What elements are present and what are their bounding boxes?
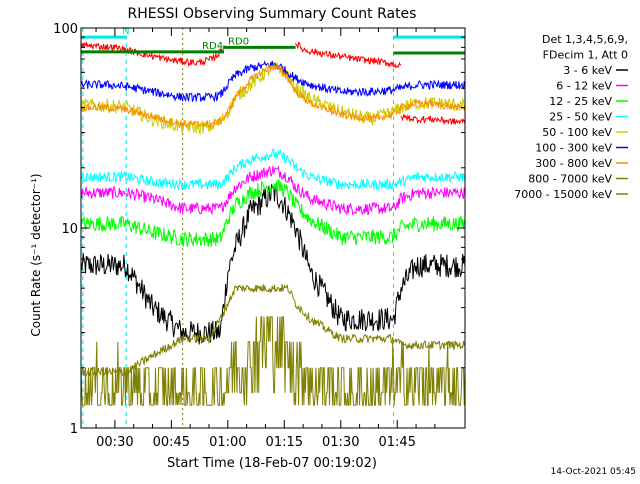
series-line-2 (80, 178, 466, 247)
y-tick-label-0: 1 (70, 422, 78, 437)
y-tick-label-2: 100 (53, 22, 78, 37)
red-series-segment-1 (295, 41, 402, 69)
legend-label-1: 6 - 12 keV (556, 80, 612, 93)
legend-label-7: 800 - 7000 keV (528, 173, 612, 186)
legend-label-4: 50 - 100 keV (542, 126, 612, 139)
x-tick-label-5: 01:45 (379, 435, 416, 450)
series-line-7 (80, 283, 465, 377)
y-axis-label: Count Rate (s⁻¹ detector⁻¹) (29, 173, 43, 336)
state-label-RD4: RD4 (202, 41, 223, 52)
y-tick-label-1: 10 (61, 222, 78, 237)
series-line-8 (80, 316, 466, 406)
legend: Det 1,3,4,5,6,9, FDecim 1, Att 0 3 - 6 keV… (514, 33, 628, 201)
legend-label-8: 7000 - 15000 keV (514, 188, 612, 201)
legend-label-6: 300 - 800 keV (535, 157, 612, 170)
series-line-5 (80, 60, 466, 103)
series-line-1 (80, 165, 466, 216)
x-tick-label-2: 01:00 (209, 435, 246, 450)
legend-label-2: 12 - 25 keV (549, 95, 612, 108)
series-line-3 (80, 148, 466, 191)
red-series-segment-0 (80, 40, 225, 68)
red-series-segment-2 (400, 113, 466, 126)
timestamp: 14-Oct-2021 05:45 (551, 467, 636, 477)
state-label-N: N (122, 26, 129, 37)
x-tick-label-0: 00:30 (96, 435, 133, 450)
legend-header-1: FDecim 1, Att 0 (543, 49, 628, 62)
axes: 1 10 100 00:30 00:45 01:00 01:15 01:30 01:45 (53, 22, 466, 450)
state-label-RD0: RD0 (228, 36, 249, 47)
legend-label-0: 3 - 6 keV (563, 64, 612, 77)
legend-label-5: 100 - 300 keV (535, 142, 612, 155)
series-line-0 (80, 183, 466, 345)
chart-title: RHESSI Observing Summary Count Rates (128, 6, 417, 22)
legend-header-0: Det 1,3,4,5,6,9, (542, 33, 628, 46)
x-axis-label: Start Time (18-Feb-07 00:19:02) (167, 456, 377, 471)
x-tick-label-3: 01:15 (266, 435, 303, 450)
x-tick-label-4: 01:30 (322, 435, 359, 450)
series-line-6 (80, 63, 466, 130)
x-tick-label-1: 00:45 (153, 435, 190, 450)
legend-label-3: 25 - 50 keV (549, 111, 612, 124)
plot-area: RD0 RD4 N (80, 26, 466, 428)
